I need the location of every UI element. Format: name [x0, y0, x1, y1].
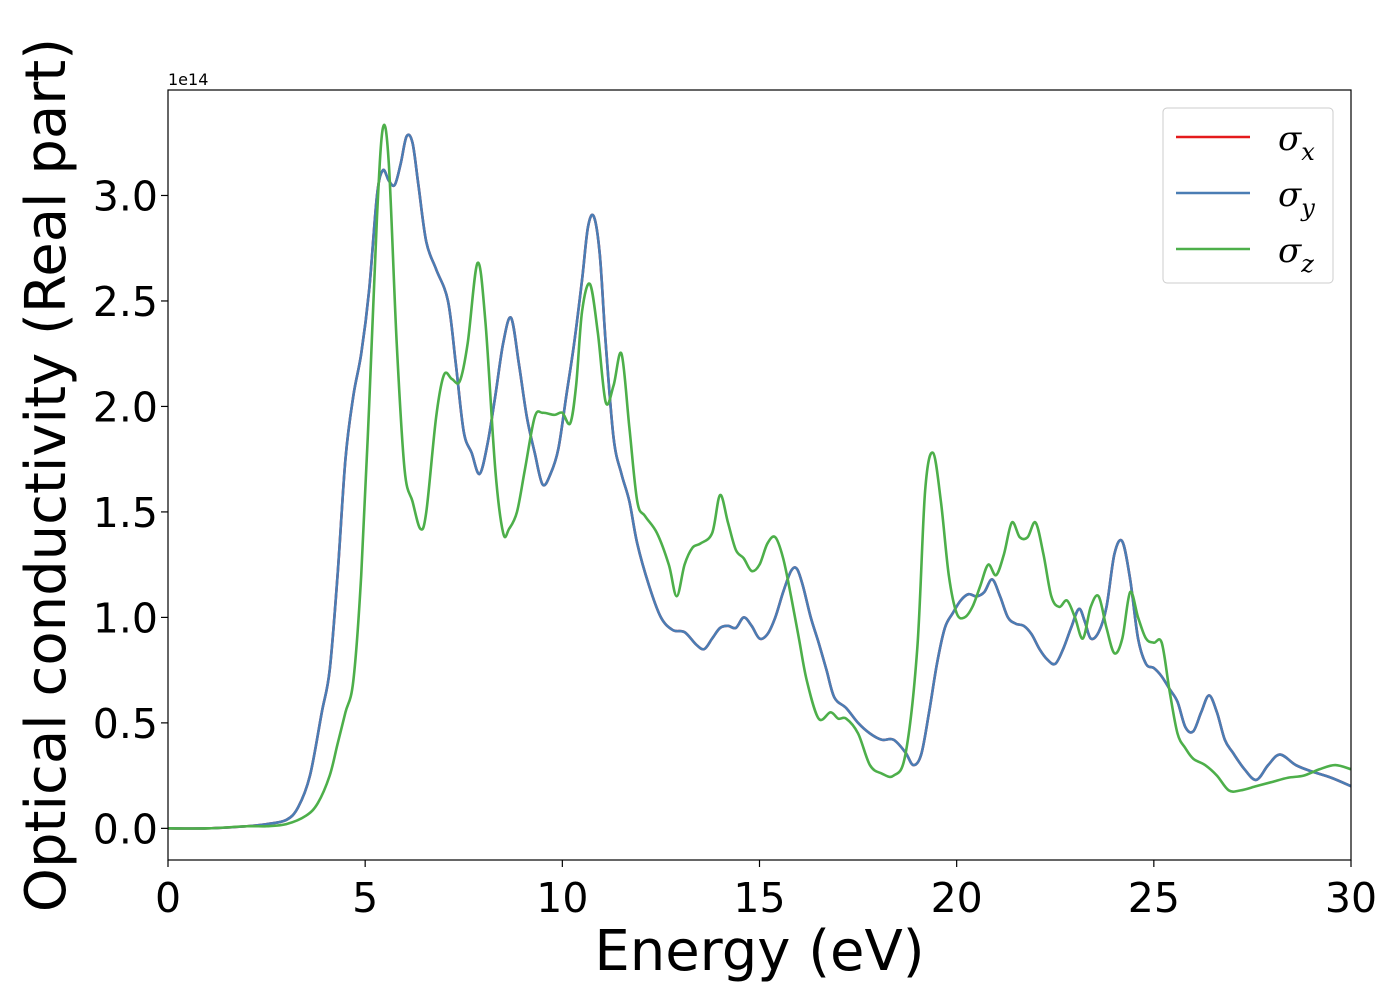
- series-line-sigma-y: [168, 133, 1351, 830]
- y-tick-label: 1.5: [93, 489, 158, 537]
- x-tick-label: 0: [155, 874, 181, 922]
- y-tick-label: 0.5: [93, 700, 158, 748]
- legend-label-sigma-y: σy: [1278, 175, 1315, 222]
- y-tick-label: 1.0: [93, 594, 158, 642]
- x-tick-label: 30: [1325, 874, 1377, 922]
- legend-symbol: σ: [1278, 231, 1302, 271]
- x-axis: 0 5 10 15 20 25 30: [155, 860, 1377, 922]
- y-offset-label: 1e14: [168, 70, 208, 89]
- legend-symbol: σ: [1278, 119, 1302, 159]
- x-tick-label: 15: [733, 874, 785, 922]
- y-tick-label: 2.0: [93, 383, 158, 431]
- y-tick-label: 0.0: [93, 805, 158, 853]
- legend-label-sigma-z: σz: [1278, 231, 1314, 278]
- series-layer: [168, 123, 1351, 830]
- x-tick-label: 10: [536, 874, 588, 922]
- y-axis-label: Optical conductivity (Real part): [14, 38, 79, 912]
- legend-subscript: y: [1300, 194, 1315, 222]
- legend-symbol: σ: [1278, 175, 1302, 215]
- series-line-sigma-z: [168, 123, 1351, 830]
- legend-subscript: z: [1300, 250, 1314, 278]
- legend-subscript: x: [1301, 138, 1315, 166]
- x-tick-label: 5: [352, 874, 378, 922]
- y-axis: 0.0 0.5 1.0 1.5 2.0 2.5 3.0: [93, 172, 168, 853]
- y-tick-label: 2.5: [93, 278, 158, 326]
- legend-label-sigma-x: σx: [1278, 119, 1315, 166]
- x-axis-label: Energy (eV): [594, 919, 924, 984]
- y-tick-label: 3.0: [93, 172, 158, 220]
- x-tick-label: 20: [931, 874, 983, 922]
- legend-box: [1162, 107, 1334, 284]
- x-tick-label: 25: [1128, 874, 1180, 922]
